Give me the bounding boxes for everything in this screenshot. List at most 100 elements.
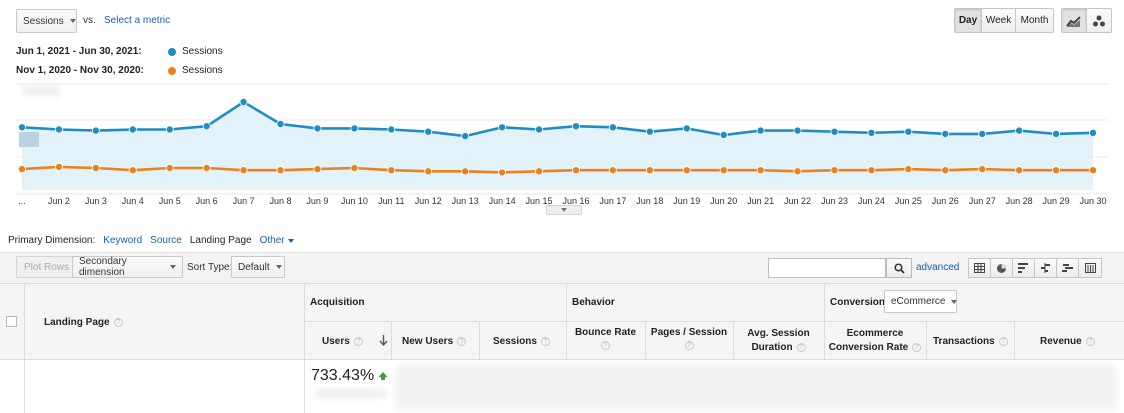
sort-type-label: Sort Type: <box>187 262 233 273</box>
select-metric-link[interactable]: Select a metric <box>104 15 171 26</box>
x-tick-label-17: Jun 18 <box>636 196 663 206</box>
table-view-icon[interactable] <box>969 259 991 277</box>
new-users-column-header[interactable]: New Users? <box>402 336 467 347</box>
pivot-view-icon[interactable] <box>1079 259 1101 277</box>
advanced-link[interactable]: advanced <box>916 262 960 273</box>
series-1-point-12 <box>461 167 470 176</box>
series-1-point-9 <box>350 164 359 173</box>
bounce-rate-column-header[interactable]: Bounce Rate? <box>566 327 645 350</box>
new-users-column-label: New Users <box>402 336 454 347</box>
series-1-point-18 <box>682 166 691 175</box>
ecom-rate-line2: Conversion Rate <box>828 342 909 353</box>
series-0-point-1 <box>54 125 63 134</box>
x-tick-label-4: Jun 5 <box>159 196 181 206</box>
legend-current-dates: Jun 1, 2021 - Jun 30, 2021: <box>16 46 142 57</box>
series-0-point-19 <box>719 131 728 140</box>
day-button[interactable]: Day <box>955 9 982 32</box>
dimension-source[interactable]: Source <box>150 235 182 246</box>
series-0-point-6 <box>239 97 248 106</box>
help-icon: ? <box>540 336 550 346</box>
x-tick-label-27: Jun 28 <box>1006 196 1033 206</box>
chevron-down-icon <box>951 299 958 304</box>
legend-previous-metric: Sessions <box>182 65 223 76</box>
pages-session-column-header[interactable]: Pages / Session? <box>645 327 733 350</box>
series-0-point-7 <box>276 120 285 129</box>
transactions-column-header[interactable]: Transactions? <box>933 336 1008 347</box>
chart-ymarker <box>19 132 39 147</box>
x-tick-label-23: Jun 24 <box>858 196 885 206</box>
chevron-down-icon <box>275 265 282 269</box>
conversions-goal-select[interactable]: eCommerce <box>884 290 958 313</box>
series-0-point-22 <box>830 127 839 136</box>
series-1-point-8 <box>313 165 322 174</box>
behavior-group-header: Behavior <box>572 297 615 308</box>
users-change-value: 733.43% <box>311 367 388 385</box>
x-tick-label-9: Jun 10 <box>341 196 368 206</box>
comparison-view-icon[interactable] <box>1035 259 1057 277</box>
month-button[interactable]: Month <box>1016 9 1053 32</box>
dimension-other-label: Other <box>259 235 285 246</box>
acquisition-group-header: Acquisition <box>310 297 365 308</box>
series-1-point-7 <box>276 166 285 175</box>
sessions-line-chart: ... Jun 2 Jun 3 Jun 4 Jun 5 Jun 6 Jun 7 Jun 8 Ju… <box>16 83 1108 206</box>
dimension-other[interactable]: Other <box>260 235 294 246</box>
help-icon: ? <box>1085 336 1095 346</box>
sessions-column-header[interactable]: Sessions? <box>493 336 550 347</box>
avg-session-line2: Duration <box>751 342 793 353</box>
series-0-point-2 <box>91 126 100 135</box>
sessions-column-label: Sessions <box>493 336 537 347</box>
revenue-column-header[interactable]: Revenue? <box>1040 336 1095 347</box>
performance-view-icon[interactable] <box>1013 259 1035 277</box>
avg-session-duration-column-header[interactable]: Avg. Session Duration? <box>733 327 824 355</box>
help-icon: ? <box>353 336 363 346</box>
series-1-point-6 <box>239 166 248 175</box>
ecom-rate-line1: Ecommerce <box>846 328 904 339</box>
x-tick-label-29: Jun 30 <box>1079 196 1106 206</box>
series-1-point-25 <box>941 166 950 175</box>
primary-dimension-bar: Primary Dimension: Keyword Source Landin… <box>8 235 294 246</box>
legend-dot-current <box>168 47 176 56</box>
secondary-dimension-select[interactable]: Secondary dimension <box>72 256 183 278</box>
metric-select-value: Sessions <box>23 15 64 27</box>
dimension-landing-page: Landing Page <box>189 235 252 246</box>
week-button[interactable]: Week <box>982 9 1016 32</box>
series-1-point-16 <box>608 166 617 175</box>
redacted-chart-yaxis <box>22 86 60 96</box>
ecommerce-conversion-rate-column-header[interactable]: Ecommerce Conversion Rate? <box>824 327 926 355</box>
series-1-point-13 <box>498 168 507 177</box>
series-1-point-27 <box>1015 166 1024 175</box>
series-1-point-26 <box>978 165 987 174</box>
series-0-point-27 <box>1015 126 1024 135</box>
x-tick-label-14: Jun 15 <box>526 196 553 206</box>
metric-select[interactable]: Sessions <box>16 9 77 33</box>
legend-previous-dates: Nov 1, 2020 - Nov 30, 2020: <box>16 65 144 76</box>
users-column-header[interactable]: Users? <box>322 336 363 347</box>
help-icon: ? <box>457 336 467 346</box>
x-tick-label-24: Jun 25 <box>895 196 922 206</box>
dimension-keyword[interactable]: Keyword <box>103 235 143 246</box>
sort-arrow-down-icon <box>379 335 388 346</box>
term-cloud-view-icon[interactable] <box>1057 259 1079 277</box>
sort-type-select[interactable]: Default <box>231 256 285 278</box>
legend-previous: Nov 1, 2020 - Nov 30, 2020: Sessions <box>16 65 223 76</box>
landing-page-header[interactable]: Landing Page? <box>44 317 123 328</box>
search-icon[interactable] <box>886 258 912 278</box>
series-0-point-11 <box>424 127 433 136</box>
motion-chart-icon[interactable] <box>1087 9 1111 32</box>
conversions-group-header: Conversions <box>830 297 891 308</box>
pie-view-icon[interactable] <box>991 259 1013 277</box>
x-tick-label-16: Jun 17 <box>599 196 626 206</box>
vs-label: vs. <box>83 15 96 26</box>
series-0-point-14 <box>535 125 544 134</box>
series-0-point-21 <box>793 126 802 135</box>
select-all-checkbox[interactable] <box>6 316 17 327</box>
chevron-down-icon <box>170 265 176 269</box>
table-search-input[interactable] <box>768 258 886 278</box>
chart-handle[interactable] <box>546 205 582 215</box>
series-0-point-15 <box>571 122 580 131</box>
series-0-point-26 <box>978 129 987 138</box>
plot-rows-button[interactable]: Plot Rows <box>16 256 78 278</box>
series-1-point-0 <box>17 165 26 174</box>
line-chart-icon[interactable] <box>1062 9 1087 32</box>
x-tick-label-21: Jun 22 <box>784 196 811 206</box>
